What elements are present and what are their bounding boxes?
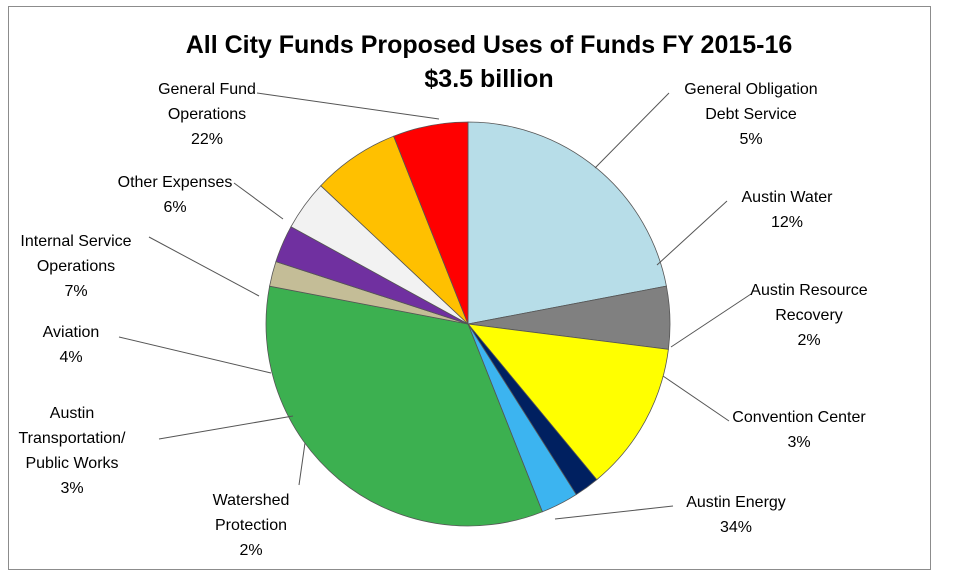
leader-lines <box>118 92 752 520</box>
leader-line <box>670 293 752 348</box>
leader-line <box>148 236 260 297</box>
slice-percent-label: 34% <box>720 519 752 536</box>
slice-name-label: Internal Service <box>20 233 131 250</box>
slice-percent-label: 3% <box>787 434 810 451</box>
slice-name-label: General Obligation <box>684 81 817 98</box>
leader-line <box>158 415 294 440</box>
slice-percent-label: 3% <box>60 480 83 497</box>
leader-line <box>233 182 284 220</box>
pie-slices <box>265 121 671 527</box>
slice-name-label: Debt Service <box>705 106 797 123</box>
slice-name-label: General Fund <box>158 81 256 98</box>
leader-line <box>298 442 306 486</box>
slice-name-label: Austin Water <box>742 189 834 206</box>
slice-name-label: Public Works <box>25 455 118 472</box>
slice-name-label: Austin Energy <box>686 494 786 511</box>
slice-percent-label: 6% <box>163 199 186 216</box>
slice-percent-label: 4% <box>59 349 82 366</box>
leader-line <box>662 375 730 422</box>
slice-name-label: Operations <box>37 258 115 275</box>
slice-percent-label: 2% <box>239 542 262 559</box>
chart-title: All City Funds Proposed Uses of Funds FY… <box>186 31 793 59</box>
pie-slice <box>265 285 543 527</box>
pie-chart: All City Funds Proposed Uses of Funds FY… <box>18 31 867 559</box>
slice-name-label: Transportation/ <box>18 430 126 447</box>
chart-frame: All City Funds Proposed Uses of Funds FY… <box>8 6 931 570</box>
leader-line <box>594 92 670 169</box>
leader-line <box>118 336 272 374</box>
slice-name-label: Operations <box>168 106 246 123</box>
leader-line <box>656 200 728 266</box>
leader-line <box>256 92 440 120</box>
slice-name-label: Other Expenses <box>118 174 233 191</box>
slice-name-label: Convention Center <box>732 409 866 426</box>
slice-name-label: Austin <box>50 405 94 422</box>
slice-percent-label: 2% <box>797 332 820 349</box>
slice-name-label: Watershed <box>213 492 290 509</box>
pie-slice <box>393 121 469 325</box>
pie-slice <box>467 323 669 481</box>
slice-labels: General Fund Operations 22% General Obligat… <box>18 81 867 559</box>
pie-slice <box>467 121 667 325</box>
chart-subtitle: $3.5 billion <box>424 65 553 93</box>
slice-name-label: Aviation <box>43 324 100 341</box>
slice-name-label: Protection <box>215 517 287 534</box>
slice-percent-label: 7% <box>64 283 87 300</box>
slice-percent-label: 22% <box>191 131 223 148</box>
slice-name-label: Recovery <box>775 307 843 324</box>
slice-name-label: Austin Resource <box>750 282 867 299</box>
leader-line <box>554 505 674 520</box>
slice-percent-label: 5% <box>739 131 762 148</box>
slice-percent-label: 12% <box>771 214 803 231</box>
